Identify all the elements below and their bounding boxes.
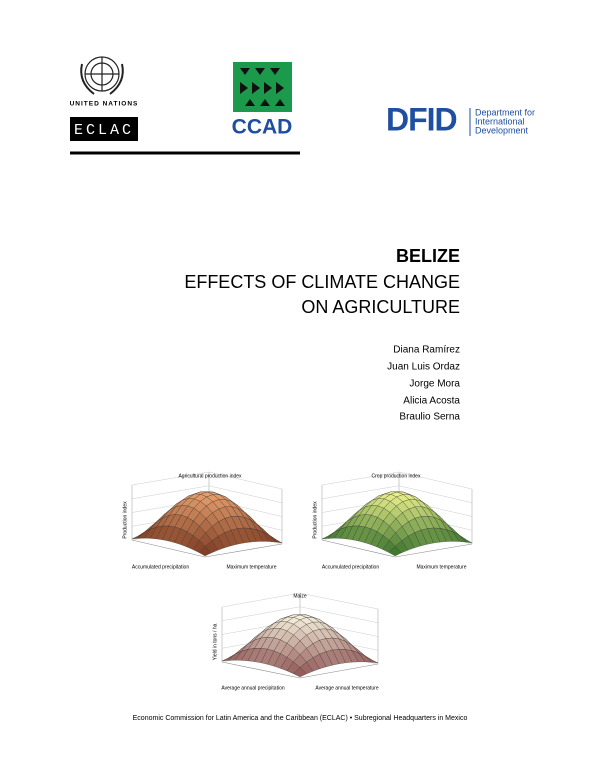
- z-axis-label: Yield in tons / ha: [212, 623, 218, 660]
- title-line: EFFECTS OF CLIMATE CHANGE: [184, 272, 460, 292]
- y-axis-label: Average annual temperature: [315, 685, 379, 691]
- x-axis-label: Accumulated precipitation: [322, 564, 379, 570]
- author: Alicia Acosta: [403, 396, 460, 407]
- author: Jorge Mora: [409, 379, 460, 390]
- footer: Economic Commission for Latin America an…: [133, 715, 468, 722]
- author: Diana Ramírez: [393, 345, 460, 356]
- title-country: BELIZE: [396, 246, 460, 266]
- author: Braulio Serna: [399, 412, 460, 423]
- x-axis-label: Accumulated precipitation: [132, 564, 189, 570]
- author: Juan Luis Ordaz: [387, 362, 460, 373]
- figure-title: Maize: [293, 593, 307, 599]
- z-axis-label: Production index: [312, 501, 318, 539]
- un-emblem: [81, 57, 123, 94]
- title-line: ON AGRICULTURE: [301, 297, 460, 317]
- eclac-label: ECLAC: [74, 122, 134, 139]
- dfid-name: Development: [475, 125, 529, 135]
- z-axis-label: Production index: [122, 501, 128, 539]
- y-axis-label: Maximum temperature: [416, 564, 466, 570]
- figures: Agricultural production index Production …: [122, 472, 472, 691]
- figure-title: Agricultural production index: [178, 473, 242, 479]
- y-axis-label: Maximum temperature: [226, 564, 276, 570]
- un-label: UNITED NATIONS: [70, 101, 139, 108]
- figure-title: Crop production index: [372, 473, 421, 479]
- dfid-label: DFID: [386, 101, 457, 137]
- x-axis-label: Average annual precipitation: [221, 685, 285, 691]
- ccad-label: CCAD: [232, 116, 293, 139]
